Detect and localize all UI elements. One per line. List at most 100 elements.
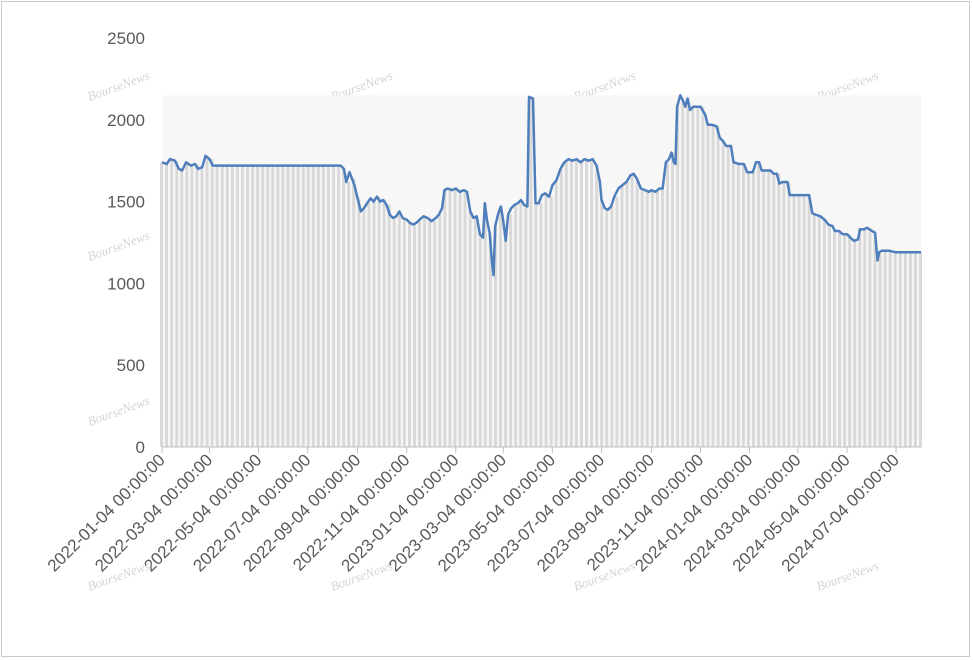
bar-mark (574, 159, 578, 447)
bar-mark (514, 204, 518, 447)
bar-mark (448, 188, 452, 447)
bar-mark (306, 165, 310, 447)
bar-mark (701, 106, 705, 447)
bar-mark (473, 217, 477, 447)
bar-layer (160, 95, 922, 448)
bar-mark (746, 172, 750, 448)
bar-mark (332, 165, 336, 447)
bar-mark (868, 227, 872, 447)
bar-mark (225, 165, 229, 447)
bar-mark (478, 234, 482, 447)
watermark-text: BourseNews (814, 558, 880, 594)
bar-mark (382, 199, 386, 447)
y-tick-label: 2500 (107, 29, 145, 48)
bar-mark (352, 178, 356, 448)
bar-mark (261, 165, 265, 447)
bar-mark (326, 165, 330, 447)
bar-mark (504, 240, 508, 447)
bar-mark (316, 165, 320, 447)
bar-mark (220, 165, 224, 447)
bar-mark (731, 162, 735, 447)
bar-mark (802, 195, 806, 447)
bar-mark (848, 234, 852, 447)
bar-mark (595, 165, 599, 447)
bar-mark (463, 190, 467, 447)
bar-mark (453, 190, 457, 447)
bar-mark (286, 165, 290, 447)
bar-mark (468, 211, 472, 447)
bar-mark (610, 206, 614, 447)
bar-mark (564, 162, 568, 447)
bar-mark (357, 198, 361, 447)
bar-mark (655, 191, 659, 447)
bar-mark (483, 203, 487, 447)
bar-mark (559, 168, 563, 447)
bar-mark (863, 229, 867, 447)
bar-mark (165, 163, 169, 448)
bar-mark (721, 141, 725, 447)
y-tick-label: 0 (136, 438, 145, 457)
bar-mark (377, 196, 381, 447)
bar-mark (433, 221, 437, 447)
bar-mark (579, 162, 583, 447)
bar-mark (342, 168, 346, 447)
bar-mark (428, 217, 432, 447)
bar-mark (160, 162, 163, 447)
bar-mark (782, 181, 786, 447)
bar-mark (812, 213, 816, 447)
bar-mark (681, 100, 685, 447)
bar-mark (605, 208, 609, 447)
bar-mark (392, 217, 396, 447)
bar-mark (493, 226, 497, 447)
bar-mark (524, 204, 528, 447)
series-line (161, 94, 921, 277)
y-tick-label: 2000 (107, 111, 145, 130)
bar-mark (347, 181, 351, 447)
bar-mark (671, 152, 675, 447)
bar-mark (235, 165, 239, 447)
bar-mark (205, 155, 209, 448)
bar-mark (650, 190, 654, 447)
bar-mark (736, 162, 740, 447)
bar-mark (256, 165, 260, 447)
axes-layer (161, 446, 921, 453)
bar-mark (251, 165, 255, 447)
bar-mark (625, 181, 629, 447)
bar-mark (413, 224, 416, 447)
watermark-text: BourseNews (85, 228, 151, 264)
bar-mark (458, 191, 462, 447)
bar-mark (666, 162, 669, 447)
y-tick-label: 500 (117, 356, 145, 375)
y-tick-label: 1000 (107, 274, 145, 293)
bar-mark (858, 229, 862, 447)
bar-mark (372, 201, 376, 447)
bar-mark (919, 252, 922, 447)
bar-mark (362, 208, 366, 447)
bar-mark (822, 219, 826, 447)
bar-mark (716, 126, 720, 448)
bar-mark (185, 162, 189, 447)
bar-mark (600, 199, 604, 447)
bar-mark (908, 252, 912, 447)
bar-mark (402, 217, 406, 447)
bar-mark (301, 165, 305, 447)
bar-mark (271, 165, 275, 447)
bar-mark (311, 165, 315, 447)
bar-mark (832, 231, 836, 447)
series-layer (161, 94, 921, 277)
bar-mark (711, 124, 715, 447)
bar-mark (276, 165, 280, 447)
bar-mark (240, 165, 244, 447)
bar-mark (180, 170, 184, 448)
bar-mark (640, 188, 644, 447)
watermark-text: BourseNews (85, 68, 151, 104)
y-tick-label: 1500 (107, 193, 145, 212)
bar-mark (281, 165, 285, 447)
bar-mark (878, 252, 882, 447)
bar-mark (418, 219, 422, 447)
y-tick-labels: 0 500 1000 1500 2000 2500 (107, 29, 145, 457)
bar-mark (499, 206, 503, 447)
bar-mark (200, 167, 204, 447)
bar-mark (246, 165, 250, 447)
bar-mark (726, 145, 730, 447)
